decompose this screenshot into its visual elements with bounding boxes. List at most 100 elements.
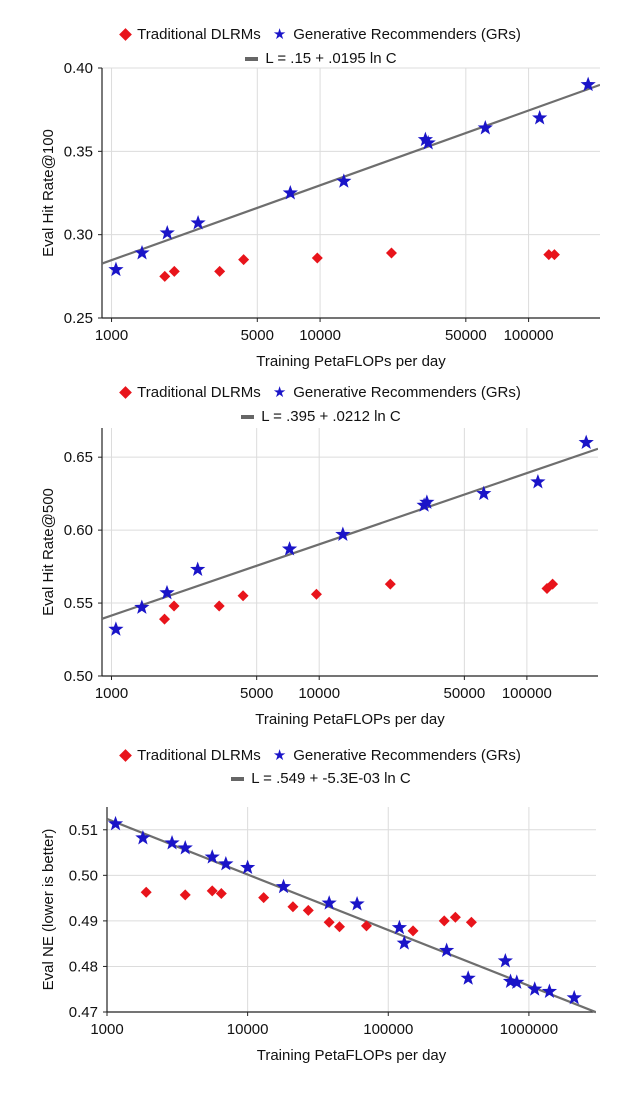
fit-line bbox=[107, 817, 596, 1014]
legend-item-gr: ★ Generative Recommenders (GRs) bbox=[273, 747, 521, 764]
x-tick-label: 1000 bbox=[90, 1021, 123, 1038]
y-tick-label: 0.50 bbox=[69, 867, 98, 884]
dlrm-point bbox=[311, 252, 323, 264]
gr-point bbox=[349, 896, 365, 911]
gr-point bbox=[417, 131, 434, 147]
chart-panel-ne: Traditional DLRMs ★ Generative Recommend… bbox=[0, 740, 642, 1100]
x-tick-label: 100000 bbox=[363, 1021, 413, 1038]
x-axis-title: Training PetaFLOPs per day bbox=[257, 1047, 447, 1064]
gr-point bbox=[135, 829, 151, 845]
gr-point bbox=[281, 541, 298, 556]
y-tick-label: 0.49 bbox=[69, 913, 98, 930]
dlrm-point bbox=[438, 915, 450, 927]
legend-label-fit: L = .395 + .0212 ln C bbox=[261, 408, 401, 425]
dlrm-point bbox=[140, 886, 152, 898]
gr-point bbox=[420, 135, 436, 150]
gr-point bbox=[335, 526, 351, 541]
fit-line bbox=[102, 447, 598, 620]
gr-point bbox=[527, 981, 543, 996]
y-tick-label: 0.48 bbox=[69, 958, 98, 975]
dlrm-point bbox=[258, 892, 270, 904]
legend-fit: L = .549 + -5.3E-03 ln C bbox=[0, 770, 642, 787]
gr-point bbox=[177, 840, 193, 855]
x-tick-label: 50000 bbox=[445, 327, 487, 344]
gr-point bbox=[477, 120, 493, 135]
dlrm-point bbox=[465, 916, 477, 928]
dlrm-point bbox=[159, 270, 171, 282]
dlrm-point bbox=[237, 590, 249, 602]
legend-fit: L = .395 + .0212 ln C bbox=[0, 408, 642, 425]
dlrm-point bbox=[543, 249, 555, 261]
gr-point bbox=[497, 952, 513, 968]
gr-point bbox=[204, 849, 220, 864]
dlrm-point bbox=[179, 889, 191, 901]
y-tick-label: 0.55 bbox=[64, 595, 93, 612]
y-axis-title: Eval NE (lower is better) bbox=[40, 829, 57, 991]
gr-point bbox=[532, 110, 548, 125]
x-tick-label: 50000 bbox=[444, 685, 486, 702]
x-tick-label: 1000000 bbox=[500, 1021, 558, 1038]
y-tick-label: 0.51 bbox=[69, 822, 98, 839]
x-axis-title: Training PetaFLOPs per day bbox=[256, 353, 446, 370]
chart-panel-hit-rate-100: Traditional DLRMs ★ Generative Recommend… bbox=[0, 0, 642, 370]
gr-point bbox=[159, 584, 175, 600]
dlrm-point bbox=[333, 921, 345, 933]
gr-point bbox=[164, 834, 180, 850]
legend-label-dlrm: Traditional DLRMs bbox=[137, 747, 261, 764]
legend-series: Traditional DLRMs ★ Generative Recommend… bbox=[0, 26, 642, 43]
dlrm-point bbox=[214, 265, 226, 277]
dlrm-point bbox=[206, 885, 218, 897]
legend-item-fit: L = .15 + .0195 ln C bbox=[245, 50, 397, 67]
gr-point bbox=[107, 815, 124, 831]
chart-svg-ne: 1000 10000 100000 1000000 0.47 0.48 0.49 0.50 0.… bbox=[40, 807, 596, 1064]
legend-label-gr: Generative Recommenders (GRs) bbox=[293, 384, 521, 401]
gr-point bbox=[108, 261, 124, 277]
y-axis-title: Eval Hit Rate@100 bbox=[40, 129, 57, 257]
gr-point bbox=[530, 473, 546, 489]
legend-label-gr: Generative Recommenders (GRs) bbox=[293, 747, 521, 764]
dlrm-point bbox=[213, 600, 225, 612]
dlrm-point bbox=[385, 247, 397, 259]
star-icon: ★ bbox=[272, 747, 287, 764]
x-tick-label: 5000 bbox=[240, 685, 273, 702]
gr-point bbox=[282, 185, 298, 200]
legend-label-dlrm: Traditional DLRMs bbox=[137, 384, 261, 401]
legend-series: Traditional DLRMs ★ Generative Recommend… bbox=[0, 384, 642, 401]
gr-point bbox=[391, 919, 408, 935]
x-tick-label: 1000 bbox=[95, 327, 128, 344]
y-tick-label: 0.40 bbox=[64, 60, 93, 77]
legend-label-gr: Generative Recommenders (GRs) bbox=[293, 26, 521, 43]
dlrm-point bbox=[310, 588, 322, 600]
y-tick-label: 0.47 bbox=[69, 1004, 98, 1021]
legend-series: Traditional DLRMs ★ Generative Recommend… bbox=[0, 747, 642, 764]
legend-label-fit: L = .549 + -5.3E-03 ln C bbox=[251, 770, 411, 787]
gr-point bbox=[218, 855, 234, 871]
legend-item-dlrm: Traditional DLRMs bbox=[119, 384, 261, 401]
legend-item-fit: L = .549 + -5.3E-03 ln C bbox=[231, 770, 411, 787]
fit-line-icon bbox=[245, 56, 259, 61]
x-tick-label: 10000 bbox=[227, 1021, 269, 1038]
dlrm-point bbox=[360, 920, 372, 932]
legend-fit: L = .15 + .0195 ln C bbox=[0, 50, 642, 67]
dlrm-point bbox=[168, 265, 180, 277]
gr-point bbox=[190, 561, 206, 576]
legend-item-dlrm: Traditional DLRMs bbox=[119, 747, 261, 764]
dlrm-point bbox=[168, 600, 180, 612]
gr-point bbox=[578, 434, 594, 450]
y-tick-label: 0.30 bbox=[64, 227, 93, 244]
gr-point bbox=[321, 895, 337, 910]
dlrm-point bbox=[238, 254, 250, 266]
chart-svg-hit-rate-500: 1000 5000 10000 50000 100000 0.50 0.55 0.60 0.65… bbox=[40, 428, 598, 728]
x-axis-title: Training PetaFLOPs per day bbox=[255, 711, 445, 728]
gr-point bbox=[134, 599, 150, 614]
x-tick-label: 5000 bbox=[241, 327, 274, 344]
legend-label-dlrm: Traditional DLRMs bbox=[137, 26, 261, 43]
gr-point bbox=[336, 173, 352, 188]
gr-point bbox=[396, 935, 412, 950]
x-tick-label: 10000 bbox=[299, 327, 341, 344]
x-tick-label: 100000 bbox=[502, 685, 552, 702]
chart-panel-hit-rate-500: Traditional DLRMs ★ Generative Recommend… bbox=[0, 370, 642, 740]
legend-item-fit: L = .395 + .0212 ln C bbox=[241, 408, 401, 425]
y-tick-label: 0.60 bbox=[64, 522, 93, 539]
gr-point bbox=[108, 621, 124, 636]
